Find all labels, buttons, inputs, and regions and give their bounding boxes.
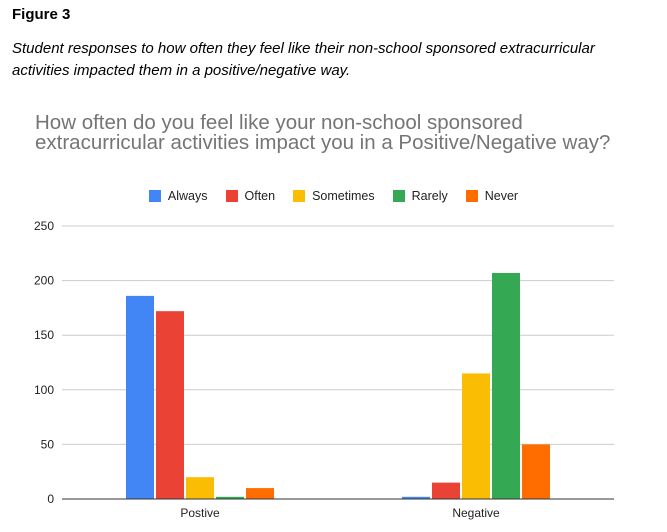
legend-item-sometimes: Sometimes — [293, 189, 375, 203]
legend-swatch-never — [465, 190, 478, 202]
bar-sometimes-1 — [462, 373, 490, 499]
figure-label: Figure 3 — [12, 6, 71, 23]
legend-item-never: Never — [465, 189, 519, 203]
legend-label-always: Always — [167, 189, 208, 203]
legend-swatch-often — [225, 190, 238, 202]
y-tick-label: 100 — [34, 383, 54, 397]
legend-label-rarely: Rarely — [411, 189, 448, 203]
y-tick-label: 0 — [47, 492, 54, 506]
legend-item-always: Always — [148, 189, 208, 203]
chart-title: How often do you feel like your non-scho… — [35, 111, 611, 154]
x-tick-label: Postive — [180, 506, 220, 520]
y-tick-label: 250 — [34, 219, 54, 233]
legend-label-never: Never — [484, 189, 519, 203]
legend-item-often: Often — [225, 189, 276, 203]
y-tick-label: 150 — [34, 328, 54, 342]
y-tick-label: 200 — [34, 274, 54, 288]
legend-swatch-rarely — [392, 190, 405, 202]
bar-sometimes-0 — [186, 477, 214, 499]
legend-label-often: Often — [244, 189, 276, 203]
bar-always-0 — [126, 295, 154, 499]
bar-rarely-1 — [492, 272, 520, 499]
bar-often-1 — [432, 482, 460, 499]
legend-swatch-sometimes — [293, 190, 306, 202]
legend-label-sometimes: Sometimes — [312, 189, 375, 203]
bar-never-0 — [246, 488, 274, 499]
legend-swatch-always — [148, 190, 161, 202]
bar-often-0 — [156, 311, 184, 499]
figure-caption: Student responses to how often they feel… — [12, 40, 595, 79]
bar-always-1 — [402, 496, 430, 499]
x-tick-label: Negative — [452, 506, 500, 520]
chart-legend: Always Often Sometimes Rarely Never — [0, 189, 667, 203]
y-tick-label: 50 — [41, 437, 55, 451]
bar-never-1 — [522, 444, 550, 499]
legend-item-rarely: Rarely — [392, 189, 448, 203]
bar-rarely-0 — [216, 496, 244, 499]
